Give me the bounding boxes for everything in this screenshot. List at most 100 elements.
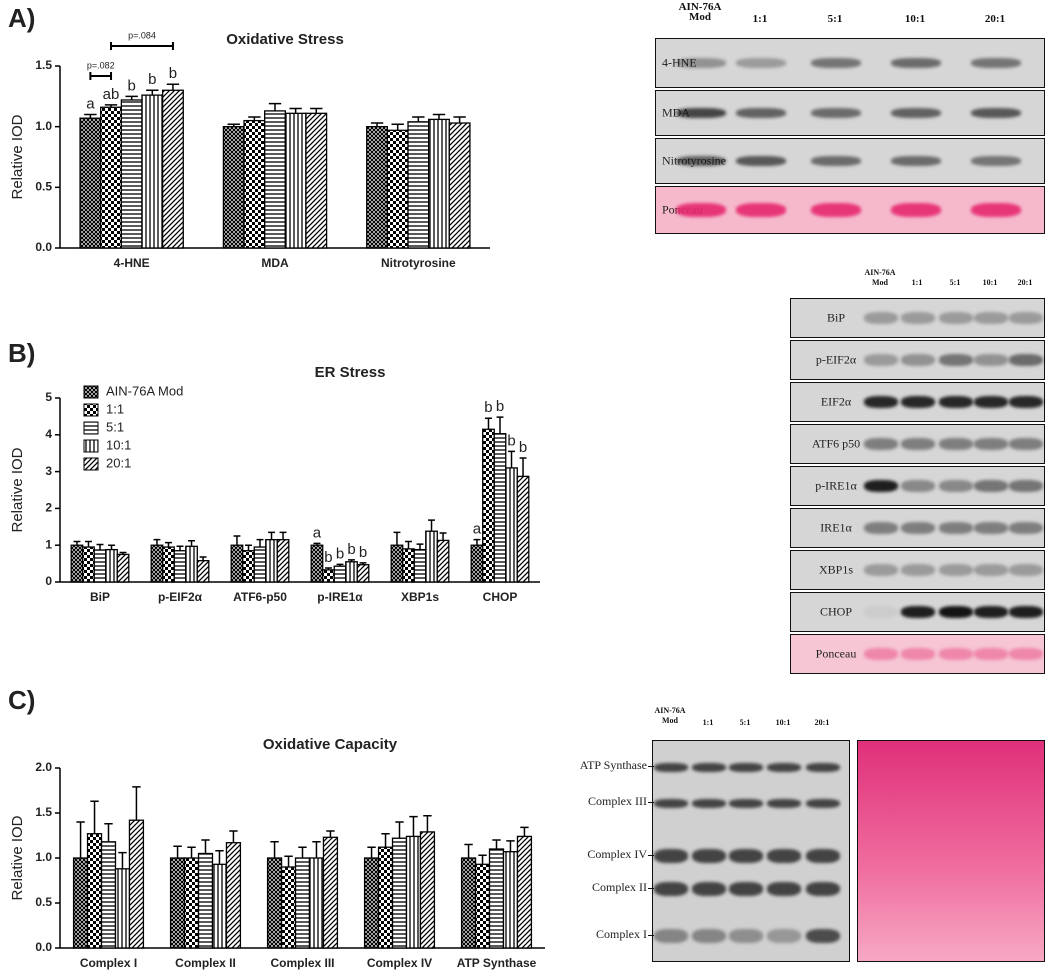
band — [939, 606, 973, 618]
bar — [72, 857, 89, 949]
bar — [183, 857, 200, 949]
blot-row-label: CHOP — [819, 604, 852, 619]
error-bar — [268, 531, 275, 540]
blot-row: ATF6 p50 — [790, 424, 1045, 464]
bar — [505, 467, 518, 583]
bar — [308, 857, 325, 949]
band — [864, 480, 898, 492]
error-bar — [423, 814, 432, 832]
p-value: p=.082 — [87, 60, 115, 70]
error-bar — [298, 846, 307, 858]
bar — [197, 852, 214, 949]
error-bar — [496, 416, 504, 434]
band — [654, 762, 688, 772]
band-row — [653, 928, 849, 944]
band-row — [653, 848, 849, 864]
lane-label: 20:1 — [814, 718, 830, 727]
bar — [173, 550, 187, 583]
x-tick-label: ATP Synthase — [457, 956, 537, 970]
error-bar — [104, 104, 118, 108]
band — [891, 203, 941, 217]
error-bar — [84, 113, 97, 119]
error-bar — [245, 544, 252, 551]
band — [1009, 354, 1043, 366]
chart-title: ER Stress — [315, 364, 386, 381]
bar — [266, 857, 283, 949]
bar — [265, 539, 278, 583]
bar — [93, 549, 107, 583]
bar — [185, 545, 198, 583]
chart-title: Oxidative Capacity — [263, 736, 398, 753]
error-bar — [73, 540, 81, 546]
significance-letter: b — [496, 398, 504, 415]
legend-swatch — [83, 457, 99, 471]
bar — [264, 110, 286, 249]
y-axis-label: Relative IOD — [9, 815, 26, 900]
band — [939, 522, 973, 534]
band — [736, 58, 786, 68]
bar — [493, 433, 507, 583]
significance-letter: b — [148, 71, 156, 88]
lane-label: AIN-76A Mod — [864, 268, 896, 287]
bar — [322, 836, 339, 949]
legend-swatch — [83, 421, 99, 435]
y-tick-label: 1.5 — [35, 805, 52, 819]
band — [901, 480, 935, 492]
error-bar — [393, 531, 401, 546]
band-row — [653, 795, 849, 811]
error-bar — [439, 532, 447, 541]
error-bar — [348, 559, 355, 562]
bar — [253, 546, 267, 583]
legend-label: 20:1 — [106, 455, 131, 470]
band — [974, 396, 1008, 408]
significance-letter: b — [484, 399, 492, 416]
error-bar — [188, 540, 195, 547]
significance-letter: b — [324, 549, 332, 566]
bar — [280, 866, 297, 949]
band — [901, 648, 935, 660]
legend-label: 5:1 — [106, 419, 124, 434]
band — [736, 156, 786, 166]
band — [891, 58, 941, 68]
error-bar — [176, 545, 184, 551]
band-label: Complex I — [596, 927, 647, 941]
band — [901, 522, 935, 534]
band — [864, 354, 898, 366]
band — [974, 564, 1008, 576]
error-bar — [132, 786, 141, 821]
band — [729, 798, 763, 808]
error-bar — [153, 538, 161, 546]
x-tick-label: 4-HNE — [114, 256, 150, 270]
legend-label: AIN-76A Mod — [106, 383, 183, 398]
band — [692, 882, 726, 896]
error-bar — [173, 845, 182, 858]
lane-label: 5:1 — [739, 718, 751, 727]
lane-label: 10:1 — [775, 718, 791, 727]
error-bar — [428, 519, 435, 532]
bar — [225, 842, 242, 949]
bar — [402, 548, 415, 583]
significance-letter: a — [86, 96, 95, 113]
band — [1009, 522, 1043, 534]
significance-letter: a — [313, 524, 322, 541]
y-tick-label: 2.0 — [35, 760, 52, 774]
bar — [470, 544, 484, 583]
blot-row-label: ATF6 p50 — [811, 436, 861, 451]
band — [974, 480, 1008, 492]
error-bar — [96, 543, 104, 550]
bracket — [110, 42, 174, 50]
band — [729, 849, 763, 863]
y-tick-label: 0.0 — [35, 940, 52, 954]
bar — [82, 546, 95, 583]
bar — [100, 841, 117, 949]
bar — [100, 106, 122, 249]
x-tick-label: p-IRE1α — [317, 590, 363, 604]
band-row — [653, 759, 849, 775]
blot-row: EIF2α — [790, 382, 1045, 422]
bar — [120, 99, 143, 249]
error-bar — [108, 544, 115, 550]
bar — [333, 565, 347, 583]
band — [939, 438, 973, 450]
